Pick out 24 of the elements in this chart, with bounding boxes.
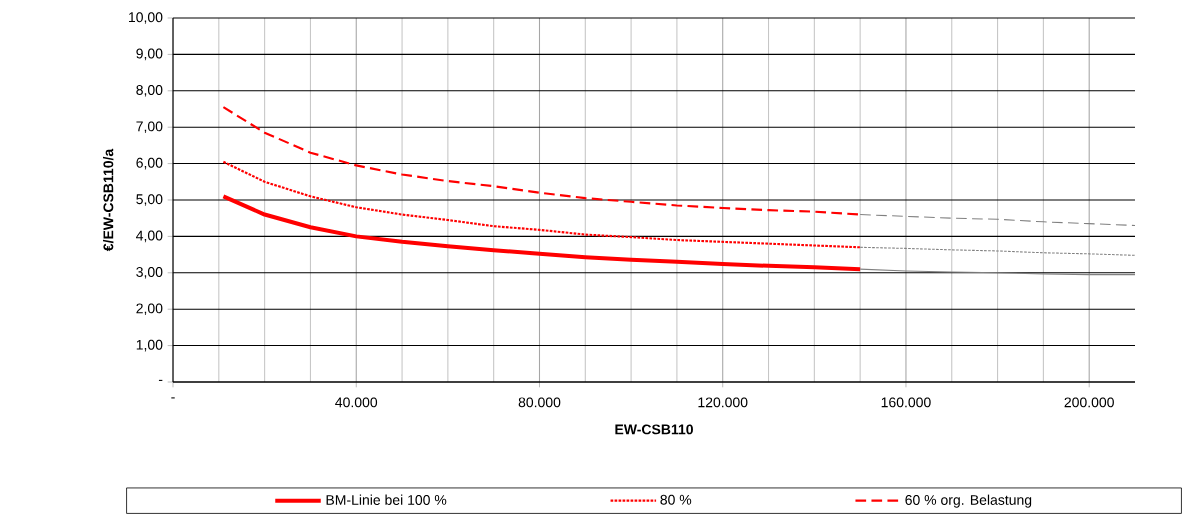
y-axis-title: €/EW-CSB110/a [103,148,114,252]
y-tick-label: 3,00 [136,267,163,279]
y-tick-label: - [158,379,163,381]
legend-label: BM-Linie bei 100 % [326,494,447,505]
y-tick-label: 4,00 [136,230,163,243]
y-tick-label: 7,00 [136,121,163,133]
x-tick-label: 80.000 [518,397,561,408]
y-tick-label: 6,00 [136,157,163,170]
line-series [221,194,863,272]
y-tick-label: 10,00 [129,12,163,24]
x-tick-label: 40.000 [335,397,378,408]
x-tick-label: 120.000 [698,397,748,408]
y-tick-label: 8,00 [136,85,163,97]
y-tick-label: 2,00 [136,303,163,315]
line-series [859,246,1136,256]
x-tick-label: - [171,397,175,399]
x-tick-label: 200.000 [1064,397,1114,408]
legend-label: 60 % org. Belastung [905,494,1032,508]
legend-label: 80 % [660,494,692,505]
y-tick-label: 5,00 [136,194,163,206]
x-axis-title: EW-CSB110 [615,424,693,435]
y-tick-label: 9,00 [136,48,163,61]
x-tick-label: 160.000 [881,397,931,408]
y-tick-label: 1,00 [136,339,163,352]
